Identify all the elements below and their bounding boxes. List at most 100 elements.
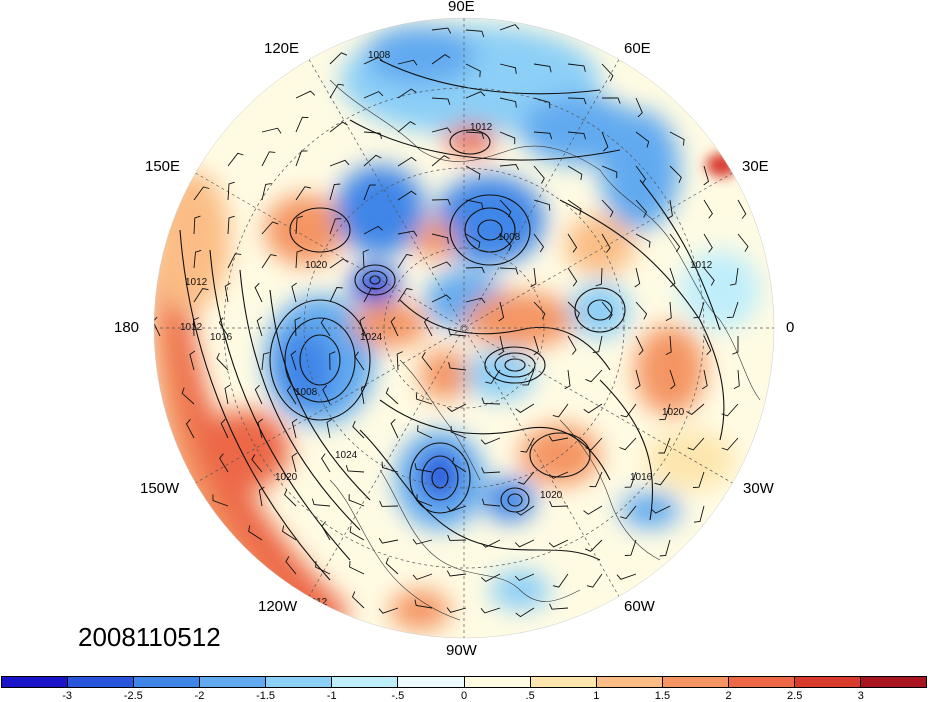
wind-barb: [192, 317, 200, 337]
wind-barb: [620, 403, 637, 418]
wind-barb: [548, 471, 569, 479]
wind-barb: [417, 425, 433, 439]
wind-barb: [567, 199, 582, 216]
colorbar-segment: [530, 677, 597, 687]
wind-barb: [193, 287, 209, 303]
wind-barb: [321, 521, 331, 541]
colorbar-segment: [728, 677, 795, 687]
wind-barb: [423, 317, 433, 337]
wind-barb: [465, 297, 486, 304]
wind-barb: [589, 471, 603, 488]
wind-barb: [351, 591, 365, 609]
wind-barb: [412, 573, 433, 580]
wind-barb: [533, 335, 540, 356]
wind-barb: [397, 156, 417, 167]
wind-barb: [329, 287, 343, 303]
wind-barb: [515, 505, 535, 516]
colorbar-tick-label: -.5: [391, 690, 405, 702]
wind-barb: [658, 437, 671, 454]
wind-barb: [485, 369, 501, 384]
wind-barb: [286, 385, 297, 405]
wind-barb: [601, 165, 618, 179]
wind-barb: [414, 463, 433, 473]
wind-barb: [692, 471, 705, 488]
wind-barb: [634, 267, 641, 288]
wind-barb: [360, 384, 367, 405]
wind-barb: [248, 525, 263, 541]
wind-barb: [329, 183, 341, 201]
wind-barb: [397, 88, 417, 99]
wind-barb: [666, 199, 673, 220]
wind-barb: [219, 453, 229, 473]
wind-barb: [465, 29, 485, 38]
wind-barb: [431, 54, 451, 65]
wind-barb: [320, 317, 331, 337]
wind-barb: [499, 199, 512, 218]
colorbar-tick-label: 2.5: [787, 690, 803, 702]
wind-barb: [567, 301, 581, 319]
isobar-label: 1012: [180, 322, 203, 333]
wind-barb: [465, 233, 481, 249]
wind-barb: [650, 505, 671, 514]
colorbar-tick-label: -1: [326, 690, 337, 702]
wind-barb: [595, 267, 603, 287]
wind-barb: [567, 335, 577, 355]
wind-barb: [363, 56, 384, 65]
wind-barb: [291, 282, 297, 303]
wind-barb: [348, 494, 365, 507]
wind-barb: [703, 165, 710, 186]
isobar-label: 1012: [185, 277, 208, 288]
coastlines: [329, 79, 761, 621]
wind-barb: [397, 287, 413, 303]
wind-barb: [329, 218, 342, 235]
wind-barb: [390, 316, 399, 337]
colorbar-segment: [2, 677, 69, 687]
wind-barb: [659, 403, 671, 421]
wind-barb: [261, 151, 276, 167]
isobar-label: 1024: [360, 332, 383, 343]
wind-barb: [665, 335, 672, 356]
wind-barb: [701, 369, 708, 390]
wind-barb: [601, 233, 611, 253]
wind-barb: [586, 573, 603, 588]
wind-barb: [378, 537, 399, 544]
wind-barb: [189, 350, 196, 371]
wind-barb: [721, 403, 739, 417]
colorbar-tick-label: 3: [857, 690, 864, 702]
wind-barb: [465, 165, 481, 180]
wind-barb: [654, 471, 671, 486]
wind-barb: [254, 282, 263, 303]
wind-barb: [732, 336, 739, 355]
wind-barb: [261, 183, 272, 201]
wind-barb: [703, 267, 715, 286]
wind-barb: [465, 266, 485, 274]
wind-barb: [624, 539, 637, 556]
lon-label-90w: 90W: [446, 642, 477, 659]
wind-barb: [635, 97, 643, 118]
isobar-label: 1016: [630, 472, 653, 483]
wind-barb: [465, 199, 484, 210]
wind-barb: [515, 403, 535, 413]
wind-barb: [533, 301, 546, 320]
wind-barb: [321, 453, 331, 473]
wind-barb: [520, 437, 535, 453]
wind-barb: [624, 471, 637, 488]
wind-barb: [227, 215, 235, 235]
wind-barb: [193, 186, 210, 201]
colorbar-tick-label: 1.5: [654, 690, 671, 702]
wind-barb: [514, 539, 535, 548]
colorbar-segment: [398, 677, 465, 687]
wind-barb: [363, 287, 378, 303]
wind-barb: [311, 498, 331, 507]
colorbar-segment: [332, 677, 399, 687]
wind-barb: [583, 403, 603, 414]
wind-barb: [703, 335, 712, 356]
wind-barb: [349, 526, 365, 541]
wind-barb: [693, 505, 705, 523]
wind-barb: [397, 253, 413, 269]
colorbar-segment: [68, 677, 135, 687]
wind-barb: [322, 384, 331, 405]
wind-barb: [421, 351, 433, 371]
isobar-label: 1012: [690, 260, 713, 271]
wind-barb: [498, 335, 505, 356]
